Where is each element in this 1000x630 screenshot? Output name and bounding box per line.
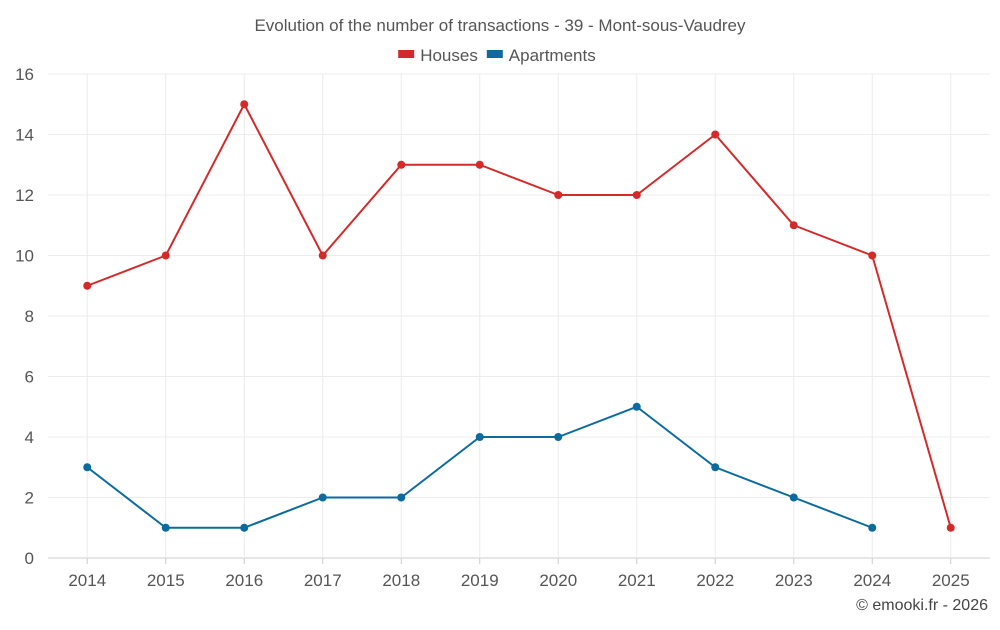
x-tick-label: 2022: [696, 571, 734, 590]
legend-label: Apartments: [509, 46, 596, 65]
x-tick-label: 2014: [68, 571, 106, 590]
legend-label: Houses: [420, 46, 478, 65]
chart-title: Evolution of the number of transactions …: [254, 16, 746, 35]
series-apartments: [83, 402, 877, 532]
legend-swatch: [398, 50, 415, 58]
axes: 0 2 4 6 8 10 12 14 16 2014 2015 2016 2017 2018 2019 202…: [15, 65, 970, 590]
y-tick-label: 6: [25, 368, 34, 387]
y-tick-label: 16: [15, 65, 34, 84]
data-point-apartments[interactable]: [318, 493, 327, 502]
y-tick-label: 4: [25, 428, 34, 447]
series-houses: [83, 100, 955, 532]
x-tick-label: 2017: [304, 571, 342, 590]
data-point-houses[interactable]: [83, 281, 92, 290]
x-tick-label: 2020: [539, 571, 577, 590]
data-point-apartments[interactable]: [397, 493, 406, 502]
x-tick-label: 2025: [932, 571, 970, 590]
y-tick-label: 12: [15, 186, 34, 205]
legend-item-apartments[interactable]: Apartments: [486, 46, 596, 65]
x-tick-label: 2023: [775, 571, 813, 590]
x-tick-label: 2024: [853, 571, 891, 590]
legend-swatch: [486, 50, 503, 58]
data-point-houses[interactable]: [397, 160, 406, 169]
x-tick-label: 2019: [461, 571, 499, 590]
series-group: [83, 100, 955, 532]
y-tick-label: 10: [15, 247, 34, 266]
grid: [48, 73, 990, 559]
credit-text: © emooki.fr - 2026: [856, 597, 988, 614]
legend-item-houses[interactable]: Houses: [398, 46, 478, 65]
data-point-houses[interactable]: [789, 221, 798, 230]
data-point-apartments[interactable]: [240, 523, 249, 532]
x-tick-label: 2015: [147, 571, 185, 590]
series-line-houses: [86, 103, 952, 529]
data-point-houses[interactable]: [868, 251, 877, 260]
data-point-houses[interactable]: [475, 160, 484, 169]
y-tick-label: 2: [25, 489, 34, 508]
data-point-houses[interactable]: [632, 191, 641, 199]
x-tick-label: 2018: [382, 571, 420, 590]
data-point-houses[interactable]: [318, 251, 327, 260]
y-tick-label: 14: [15, 126, 34, 145]
data-point-apartments[interactable]: [83, 463, 92, 472]
data-point-houses[interactable]: [240, 100, 249, 109]
data-point-apartments[interactable]: [711, 463, 720, 472]
data-point-houses[interactable]: [711, 130, 720, 139]
data-point-houses[interactable]: [946, 523, 955, 532]
data-point-apartments[interactable]: [789, 493, 798, 502]
data-point-apartments[interactable]: [161, 523, 170, 532]
y-tick-label: 0: [25, 549, 34, 568]
x-tick-label: 2016: [225, 571, 263, 590]
x-tick-label: 2021: [618, 571, 656, 590]
data-point-apartments[interactable]: [475, 433, 484, 441]
data-point-apartments[interactable]: [554, 433, 563, 441]
legend: Houses Apartments: [398, 46, 596, 65]
y-tick-label: 8: [25, 307, 34, 326]
data-point-houses[interactable]: [161, 251, 170, 260]
data-point-houses[interactable]: [554, 191, 563, 199]
data-point-apartments[interactable]: [868, 523, 877, 532]
data-point-apartments[interactable]: [632, 402, 641, 411]
